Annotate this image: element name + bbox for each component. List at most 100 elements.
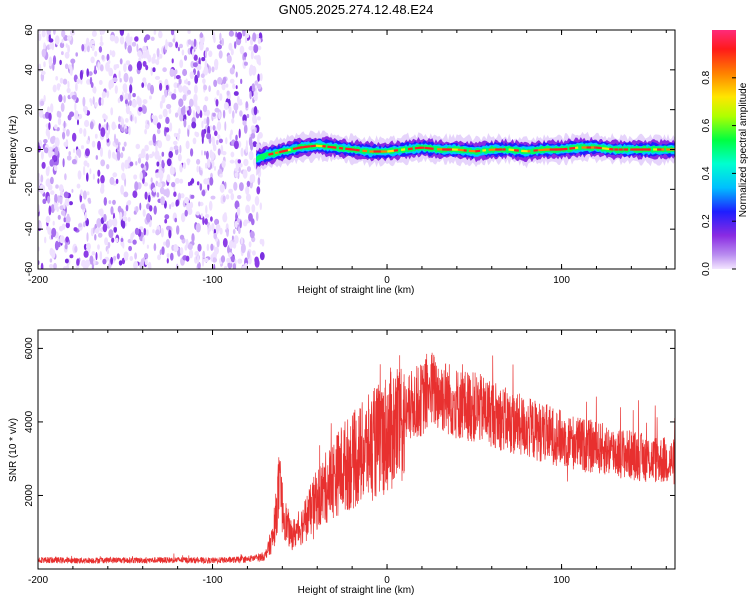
spectrogram-noise-blob	[174, 244, 177, 249]
spectrogram-noise-blob	[120, 26, 124, 36]
spectrogram-noise-blob	[235, 135, 238, 142]
spectrogram-noise-blob	[211, 196, 216, 200]
colorbar-tick-label: 0.8	[701, 70, 712, 84]
spectrogram-noise-blob	[165, 127, 169, 132]
spectrogram-noise-blob	[178, 85, 183, 93]
spectrogram-noise-blob	[104, 237, 108, 245]
spectrogram-noise-blob	[57, 83, 60, 91]
spectrogram-noise-blob	[239, 182, 244, 191]
spectrogram-noise-blob	[160, 171, 164, 180]
spectrogram-noise-blob	[43, 61, 46, 67]
spectrogram-noise-blob	[192, 48, 195, 57]
spectrogram-noise-blob	[164, 219, 167, 224]
spectrogram-noise-blob	[133, 174, 137, 179]
signal-core-segment	[362, 151, 367, 152]
spectrogram-noise-blob	[108, 149, 111, 159]
spectrogram-noise-blob	[190, 71, 194, 79]
spectrogram-noise-blob	[256, 212, 259, 222]
spectrogram-noise-blob	[161, 95, 165, 104]
spectrogram-noise-blob	[205, 218, 208, 225]
spectrogram-noise-blob	[47, 196, 50, 204]
spectrogram-noise-blob	[221, 38, 224, 46]
signal-core-segment	[275, 152, 278, 153]
spectrogram-noise-blob	[212, 137, 215, 147]
spectrogram-noise-blob	[151, 67, 153, 76]
spectrogram-noise-blob	[46, 216, 51, 223]
spectrogram-noise-blob	[49, 264, 53, 268]
spectrogram-noise-blob	[107, 249, 109, 254]
spectrogram-noise-blob	[58, 195, 60, 203]
spectrogram-noise-blob	[110, 257, 113, 265]
spectrogram-noise-blob	[64, 173, 67, 180]
spectrogram-noise-blob	[66, 43, 68, 48]
spectrogram-noise-blob	[245, 101, 248, 108]
spectrogram-noise-blob	[193, 110, 195, 117]
spectrogram-noise-blob	[100, 175, 105, 184]
spectrogram-noise-blob	[138, 158, 141, 164]
spectrogram-noise-blob	[65, 64, 69, 70]
spectrogram-noise-blob	[90, 99, 92, 106]
spectrogram-noise-blob	[204, 112, 208, 116]
spectrogram-noise-blob	[134, 252, 137, 259]
spectrogram-noise-blob	[175, 200, 178, 207]
spectrogram-noise-field	[37, 26, 265, 273]
spectrogram-noise-blob	[172, 58, 174, 63]
spectrogram-noise-blob	[160, 249, 162, 255]
spectrogram-noise-blob	[64, 192, 69, 199]
spectrogram-noise-blob	[51, 249, 55, 258]
spectrogram-noise-blob	[136, 144, 141, 149]
spectrogram-noise-blob	[75, 83, 78, 91]
spectrogram-noise-blob	[244, 52, 247, 57]
spectrogram-noise-blob	[247, 251, 250, 259]
spectrogram-noise-blob	[120, 58, 123, 64]
signal-core-segment	[283, 150, 289, 151]
spectrogram-noise-blob	[204, 151, 206, 156]
snr-y-tick-label: 2000	[24, 484, 35, 507]
spectrogram-noise-blob	[241, 243, 246, 253]
spectrogram-noise-blob	[169, 122, 172, 131]
spectrogram-noise-blob	[106, 164, 109, 169]
spectrogram-noise-blob	[186, 141, 190, 150]
spectrogram-noise-blob	[128, 93, 131, 101]
spectrogram-noise-blob	[124, 142, 127, 147]
signal-core-segment	[602, 148, 610, 149]
spectrogram-noise-blob	[42, 49, 46, 58]
spectrogram-noise-blob	[69, 201, 73, 205]
spectrogram-noise-blob	[188, 125, 191, 130]
spectrogram-noise-blob	[71, 189, 73, 193]
spectrogram-noise-blob	[218, 112, 221, 120]
spectrogram-noise-blob	[102, 113, 106, 119]
spectrogram-noise-blob	[159, 54, 162, 59]
spectrogram-noise-blob	[173, 191, 176, 197]
spectrogram-noise-blob	[254, 117, 257, 123]
spectrogram-noise-blob	[205, 59, 207, 69]
signal-core-segment	[401, 149, 405, 150]
spectrogram-noise-blob	[68, 151, 71, 156]
spectrogram-noise-blob	[81, 204, 86, 210]
spectrogram-noise-blob	[237, 207, 240, 216]
spectrogram-noise-blob	[141, 163, 144, 168]
spectrogram-noise-blob	[76, 149, 81, 156]
spectrogram-noise-blob	[171, 202, 175, 207]
spectrogram-noise-blob	[80, 70, 83, 80]
spectrogram-noise-blob	[118, 98, 121, 103]
spectrogram-noise-blob	[60, 235, 65, 243]
spectrogram-noise-blob	[106, 91, 109, 98]
spectrogram-noise-blob	[97, 141, 101, 151]
spectrogram-noise-blob	[137, 50, 142, 57]
snr-x-tick-label: -100	[203, 575, 223, 586]
spectrogram-noise-blob	[41, 151, 44, 160]
spectrogram-noise-blob	[130, 256, 134, 261]
spectrogram-noise-blob	[144, 228, 147, 235]
spectrogram-noise-blob	[102, 259, 106, 265]
spectrogram-noise-blob	[228, 189, 233, 194]
spectrogram-noise-blob	[54, 165, 58, 171]
spectrogram-noise-blob	[81, 44, 84, 51]
spectrogram-noise-blob	[235, 109, 237, 114]
spectrogram-noise-blob	[161, 246, 164, 255]
spectrogram-noise-blob	[65, 236, 69, 242]
spectrogram-noise-blob	[231, 256, 235, 263]
spectrogram-noise-blob	[159, 114, 163, 119]
spectrogram-noise-blob	[130, 162, 134, 167]
spectrogram-noise-blob	[167, 158, 172, 166]
